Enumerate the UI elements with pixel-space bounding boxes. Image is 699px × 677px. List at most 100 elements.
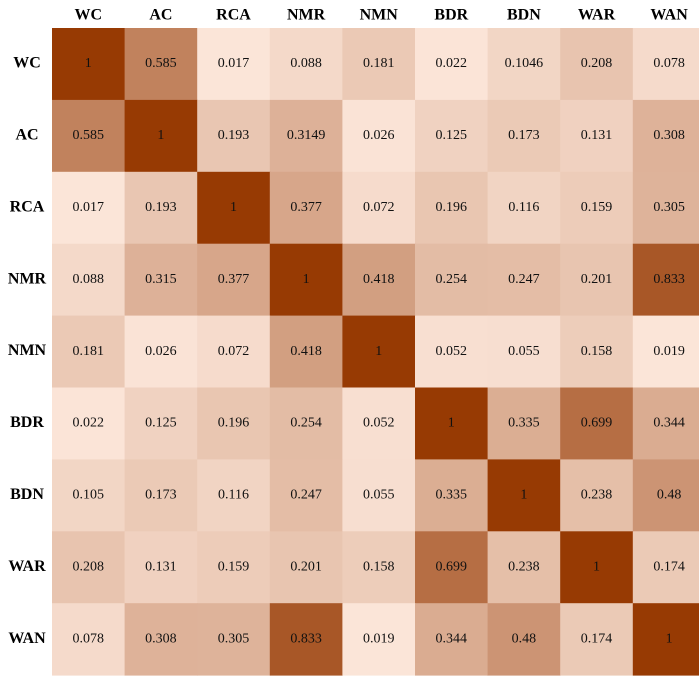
cell-value-label: 0.48 (657, 488, 682, 503)
cell-value-label: 1 (375, 344, 382, 359)
cell-value-label: 0.315 (145, 272, 177, 287)
heatmap-cell-nmn-wan (632, 315, 699, 388)
heatmap-cell-nmn-ac (124, 315, 198, 388)
heatmap-cell-rca-wan (632, 171, 699, 245)
cell-value-label: 0.026 (363, 128, 395, 143)
heatmap-cell-ac-war (560, 99, 634, 173)
row-label-bdn: BDN (10, 486, 44, 503)
cell-value-label: 0.833 (290, 631, 322, 646)
heatmap-cell-bdn-ac (124, 459, 198, 532)
row-label-bdr: BDR (10, 414, 44, 431)
heatmap-cell-ac-ac (124, 99, 198, 173)
cell-value-label: 0.335 (436, 488, 468, 503)
cell-value-label: 0.017 (73, 200, 105, 215)
heatmap-cell-ac-bdn (487, 99, 561, 173)
cell-value-label: 0.125 (145, 416, 177, 431)
heatmap-cell-wc-bdr (415, 28, 489, 101)
cell-value-label: 0.159 (581, 200, 613, 215)
heatmap-cell-wc-ac (124, 28, 198, 101)
row-label-ac: AC (15, 127, 38, 144)
heatmap-cell-wan-wan (632, 603, 699, 676)
column-label-ac: AC (149, 7, 172, 24)
cell-value-label: 0.055 (363, 488, 395, 503)
cell-value-label: 0.116 (508, 200, 539, 215)
cell-value-label: 0.833 (653, 272, 685, 287)
row-label-wan: WAN (8, 630, 46, 647)
heatmap-cell-war-ac (124, 531, 198, 604)
cell-value-label: 0.201 (581, 272, 613, 287)
heatmap-cell-rca-bdr (415, 171, 489, 245)
heatmap-cell-bdn-nmr (269, 459, 343, 532)
heatmap-cell-wan-war (560, 603, 634, 676)
heatmap-cell-wan-ac (124, 603, 198, 676)
cell-value-label: 0.308 (653, 128, 685, 143)
heatmap-cell-nmr-bdr (415, 243, 489, 317)
cell-value-label: 0.3149 (287, 128, 326, 143)
cell-value-label: 1 (303, 272, 310, 287)
cell-value-label: 0.158 (363, 559, 395, 574)
heatmap-cell-wc-war (560, 28, 634, 101)
heatmap-cell-nmr-nmr (269, 243, 343, 317)
heatmap-cell-bdn-wan (632, 459, 699, 532)
cell-value-label: 1 (520, 488, 527, 503)
heatmap-cell-bdn-rca (197, 459, 271, 532)
heatmap-cell-wan-wc (52, 603, 126, 676)
heatmap-cell-nmr-wc (52, 243, 126, 317)
heatmap-cell-rca-war (560, 171, 634, 245)
cell-value-label: 0.48 (512, 631, 537, 646)
heatmap-cell-nmn-bdr (415, 315, 489, 388)
cell-value-label: 0.238 (508, 559, 540, 574)
heatmap-cell-war-wan (632, 531, 699, 604)
heatmap-cell-wc-nmr (269, 28, 343, 101)
cell-value-label: 0.158 (581, 344, 613, 359)
heatmap-cell-ac-rca (197, 99, 271, 173)
heatmap-cell-rca-nmn (342, 171, 416, 245)
heatmap-cell-bdr-ac (124, 387, 198, 460)
cell-value-label: 0.019 (653, 344, 685, 359)
cell-value-label: 0.585 (73, 128, 105, 143)
cell-value-label: 0.173 (145, 488, 177, 503)
cell-value-label: 0.418 (290, 344, 322, 359)
heatmap-cell-nmr-nmn (342, 243, 416, 317)
cell-value-label: 0.418 (363, 272, 395, 287)
heatmap-cell-nmr-rca (197, 243, 271, 317)
cell-value-label: 0.305 (653, 200, 685, 215)
cell-value-label: 0.344 (436, 631, 468, 646)
heatmap-cell-nmn-nmn (342, 315, 416, 388)
heatmap-cell-bdr-wc (52, 387, 126, 460)
heatmap-cell-war-bdn (487, 531, 561, 604)
cell-value-label: 0.088 (290, 56, 322, 71)
cell-value-label: 0.247 (508, 272, 540, 287)
cell-value-label: 0.173 (508, 128, 540, 143)
heatmap-cell-nmn-nmr (269, 315, 343, 388)
heatmap-cell-bdr-rca (197, 387, 271, 460)
row-labels: WC AC RCA NMR NMN BDR BDN WAR WAN (8, 55, 47, 647)
cell-value-label: 0.344 (653, 416, 685, 431)
row-label-wc: WC (13, 55, 41, 72)
heatmap-cell-wan-bdn (487, 603, 561, 676)
heatmap-cells: 1 0.585 0.017 0.088 0.181 0.022 0.1046 0.208 0.0… (52, 28, 699, 676)
cell-value-label: 1 (448, 416, 455, 431)
heatmap-cell-wc-nmn (342, 28, 416, 101)
cell-value-label: 0.174 (653, 559, 685, 574)
cell-value-label: 1 (593, 559, 600, 574)
cell-value-label: 0.335 (508, 416, 540, 431)
row-label-rca: RCA (10, 198, 45, 215)
heatmap-cell-wc-rca (197, 28, 271, 101)
cell-value-label: 0.022 (73, 416, 105, 431)
cell-value-label: 0.181 (73, 344, 105, 359)
cell-value-label: 0.052 (436, 344, 468, 359)
heatmap-cell-wc-wan (632, 28, 699, 101)
heatmap-cell-bdr-nmr (269, 387, 343, 460)
cell-value-label: 0.699 (436, 559, 468, 574)
cell-value-label: 0.026 (145, 344, 177, 359)
cell-value-label: 0.699 (581, 416, 613, 431)
cell-value-label: 0.078 (653, 56, 685, 71)
row-label-nmr: NMR (8, 270, 47, 287)
column-label-nmn: NMN (360, 7, 399, 24)
cell-value-label: 0.305 (218, 631, 250, 646)
heatmap-cell-ac-bdr (415, 99, 489, 173)
cell-value-label: 0.116 (218, 488, 249, 503)
cell-value-label: 0.078 (73, 631, 105, 646)
cell-value-label: 1 (157, 128, 164, 143)
